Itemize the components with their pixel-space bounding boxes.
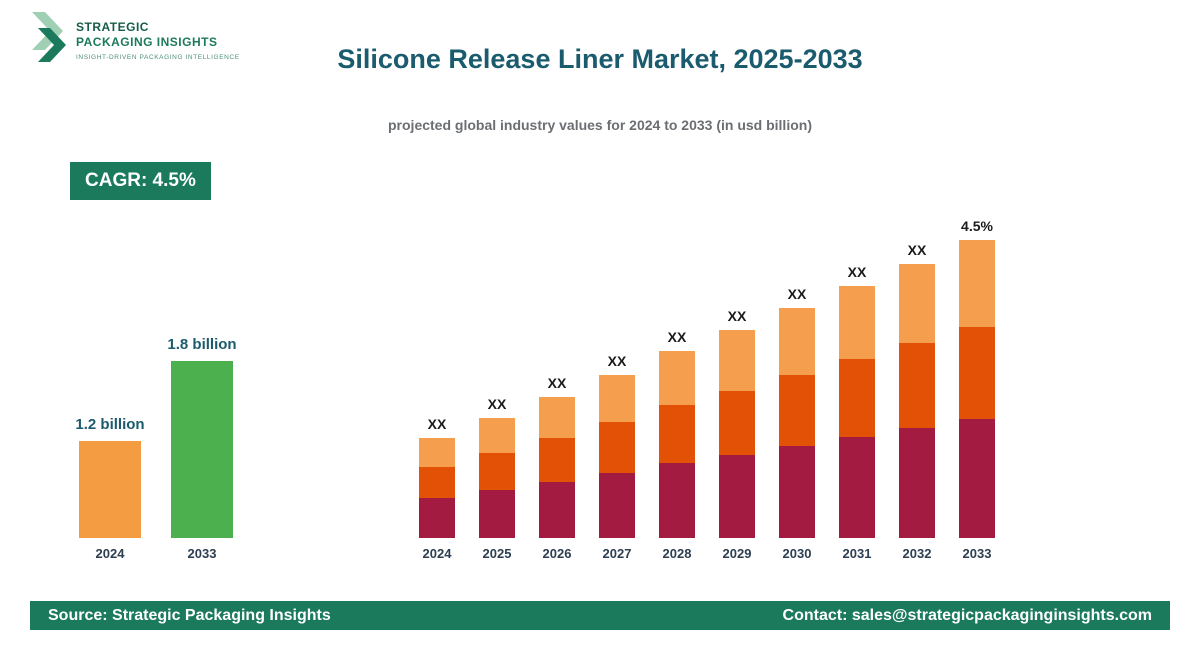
bottom-segment-2027	[599, 473, 635, 538]
top-segment-2024	[419, 438, 455, 467]
brand-name-line2: PACKAGING INSIGHTS	[76, 35, 218, 49]
stacked-axis-label-2033: 2033	[962, 546, 992, 561]
bottom-segment-2025	[479, 490, 515, 538]
brand-tagline: INSIGHT-DRIVEN PACKAGING INTELLIGENCE	[76, 54, 240, 61]
bar-top-label-2033: 4.5%	[961, 218, 993, 234]
stacked-axis-label-2031: 2031	[842, 546, 872, 561]
stacked-bar-group-2030: XX 2030	[779, 286, 815, 562]
bottom-segment-2026	[539, 482, 575, 538]
bar-top-label-2025: XX	[487, 396, 507, 412]
bar-top-label-2024: XX	[427, 416, 447, 432]
stacked-bar-2026	[539, 397, 575, 538]
middle-segment-2032	[899, 343, 935, 428]
top-segment-2026	[539, 397, 575, 438]
stacked-bar-group-2033: 4.5% 2033	[959, 218, 995, 562]
middle-segment-2026	[539, 438, 575, 482]
growth-value-label-2024: 1.2 billion	[75, 416, 145, 433]
bottom-segment-2030	[779, 446, 815, 538]
stacked-bar-2028	[659, 351, 695, 538]
stacked-axis-label-2026: 2026	[542, 546, 572, 561]
stacked-bar-group-2031: XX 2031	[839, 264, 875, 562]
bar-top-label-2031: XX	[847, 264, 867, 280]
stacked-bar-group-2029: XX 2029	[719, 308, 755, 562]
top-segment-2025	[479, 418, 515, 453]
bar-top-label-2026: XX	[547, 375, 567, 391]
stacked-bar-group-2025: XX 2025	[479, 396, 515, 562]
growth-bar-2024	[79, 441, 141, 538]
stacked-bar-2029	[719, 330, 755, 538]
growth-axis-label-2033: 2033	[187, 546, 217, 561]
bar-top-label-2027: XX	[607, 353, 627, 369]
growth-value-label-2033: 1.8 billion	[167, 336, 237, 353]
stacked-axis-label-2029: 2029	[722, 546, 752, 561]
top-segment-2031	[839, 286, 875, 359]
stacked-bar-2031	[839, 286, 875, 538]
top-segment-2033	[959, 240, 995, 327]
page-subtitle: projected global industry values for 202…	[388, 117, 812, 133]
stacked-bar-group-2024: XX 2024	[419, 416, 455, 562]
top-segment-2028	[659, 351, 695, 405]
footer-contact-text: Contact: sales@strategicpackaginginsight…	[782, 606, 1152, 624]
stacked-axis-label-2025: 2025	[482, 546, 512, 561]
bottom-segment-2033	[959, 419, 995, 538]
bottom-segment-2028	[659, 463, 695, 538]
stacked-chart-bars: XX 2024 XX 2025 XX 2026 XX 2027 XX 2028 XX 2029 XX 20…	[419, 212, 995, 562]
stacked-axis-label-2028: 2028	[662, 546, 692, 561]
brand-name-line1: STRATEGIC	[76, 20, 149, 34]
middle-segment-2024	[419, 467, 455, 498]
stacked-axis-label-2024: 2024	[422, 546, 452, 561]
stacked-bar-group-2028: XX 2028	[659, 329, 695, 562]
growth-axis-label-2024: 2024	[95, 546, 125, 561]
stacked-bar-2024	[419, 438, 455, 538]
bar-top-label-2030: XX	[787, 286, 807, 302]
brand-logo: STRATEGIC PACKAGING INSIGHTS INSIGHT-DRI…	[30, 10, 240, 71]
stacked-axis-label-2027: 2027	[602, 546, 632, 561]
bottom-segment-2029	[719, 455, 755, 538]
middle-segment-2030	[779, 375, 815, 446]
stacked-bar-2025	[479, 418, 515, 538]
footer-source-text: Source: Strategic Packaging Insights	[48, 606, 331, 624]
growth-bar-group-2024: 1.2 billion 2024	[75, 416, 144, 562]
footer-bar: Source: Strategic Packaging Insights Con…	[30, 601, 1170, 630]
stacked-axis-label-2030: 2030	[782, 546, 812, 561]
bottom-segment-2032	[899, 428, 935, 538]
bottom-segment-2024	[419, 498, 455, 538]
top-segment-2029	[719, 330, 755, 391]
bar-top-label-2029: XX	[727, 308, 747, 324]
stacked-bar-group-2027: XX 2027	[599, 353, 635, 562]
stacked-bar-2032	[899, 264, 935, 538]
middle-segment-2031	[839, 359, 875, 437]
growth-bar-group-2033: 1.8 billion 2033	[167, 336, 236, 562]
top-segment-2032	[899, 264, 935, 343]
growth-chart-bars: 1.2 billion 2024 1.8 billion 2033	[75, 332, 236, 562]
middle-segment-2033	[959, 327, 995, 419]
bar-top-label-2028: XX	[667, 329, 687, 345]
middle-segment-2027	[599, 422, 635, 473]
top-segment-2027	[599, 375, 635, 422]
middle-segment-2025	[479, 453, 515, 490]
stacked-bar-2030	[779, 308, 815, 538]
stacked-bar-2033	[959, 240, 995, 538]
stacked-bar-group-2032: XX 2032	[899, 242, 935, 562]
bar-top-label-2032: XX	[907, 242, 927, 258]
growth-bar-2033	[171, 361, 233, 538]
chevron-logo-icon	[30, 10, 68, 71]
stacked-bar-2027	[599, 375, 635, 538]
stacked-bar-group-2026: XX 2026	[539, 375, 575, 562]
middle-segment-2028	[659, 405, 695, 463]
bottom-segment-2031	[839, 437, 875, 538]
middle-segment-2029	[719, 391, 755, 455]
top-segment-2030	[779, 308, 815, 375]
page-title: Silicone Release Liner Market, 2025-2033	[337, 44, 863, 74]
stacked-axis-label-2032: 2032	[902, 546, 932, 561]
cagr-badge: CAGR: 4.5%	[70, 162, 211, 200]
